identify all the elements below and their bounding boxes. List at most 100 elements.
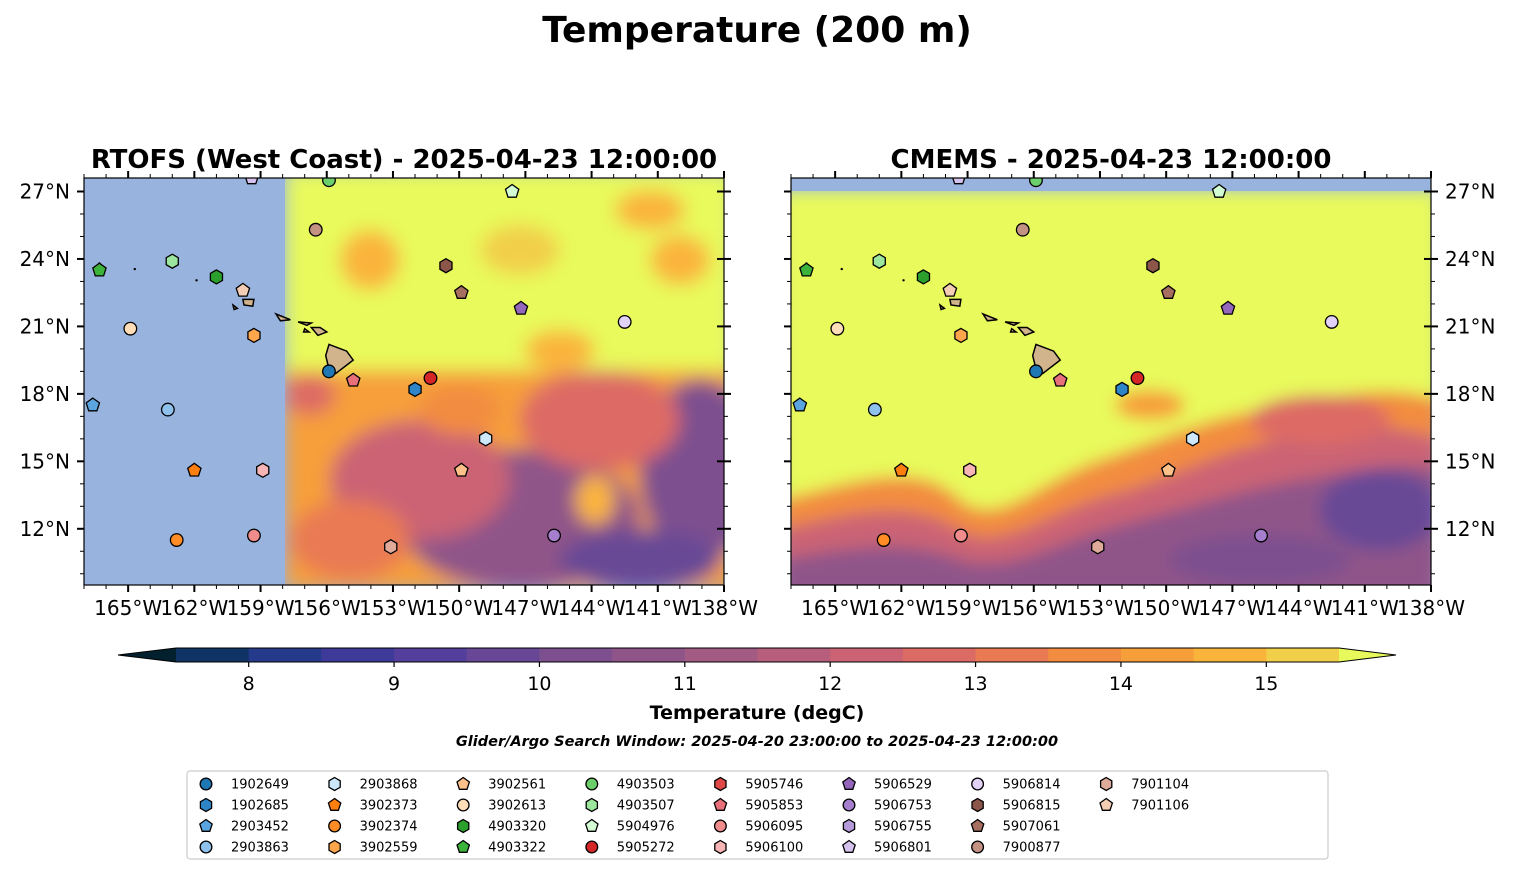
legend-marker-2903863 <box>199 840 213 854</box>
temperature-field-rtofs <box>285 178 724 585</box>
y-tick-label: 15°N <box>1445 449 1495 473</box>
float-marker-5906095 <box>953 528 968 543</box>
legend-label: 5906755 <box>874 820 932 835</box>
x-tick-label: 165°W <box>801 596 869 620</box>
legend-label: 7901104 <box>1131 778 1189 793</box>
legend-label: 5904976 <box>617 820 675 835</box>
legend-marker-5906815 <box>971 797 984 813</box>
float-marker-4903507 <box>165 253 179 269</box>
island-2 <box>297 321 314 327</box>
legend: 1902649 1902685 2903452 2903863 2903868 39023… <box>186 770 1329 860</box>
legend-marker-5906100 <box>714 839 727 855</box>
y-tick-label: 24°N <box>1445 247 1495 271</box>
legend-label: 5906753 <box>874 799 932 814</box>
x-tick-label: 138°W <box>690 596 758 620</box>
float-marker-5906814 <box>617 314 632 329</box>
float-marker-3902373 <box>893 462 909 477</box>
legend-marker-4903507 <box>585 797 599 813</box>
y-axis-cmems: 12°N 15°N 18°N 21°N 24°N 27°N <box>1424 179 1495 575</box>
legend-label: 7901106 <box>1131 799 1189 814</box>
legend-marker-5906801 <box>842 839 856 853</box>
x-tick-label: 141°W <box>624 596 692 620</box>
island-4 <box>274 312 291 322</box>
legend-label: 4903320 <box>488 820 546 835</box>
y-tick-label: 15°N <box>20 449 70 473</box>
float-marker-4903322 <box>92 262 107 277</box>
float-marker-5906815 <box>439 257 453 274</box>
legend-label: 3902613 <box>488 799 546 814</box>
cmems-north-mask <box>791 178 1431 191</box>
float-marker-3902374 <box>169 533 184 547</box>
island-4 <box>981 312 998 322</box>
legend-label: 5906801 <box>874 841 932 856</box>
legend-item: 5906753 <box>842 798 932 814</box>
float-marker-2903868 <box>478 431 493 447</box>
float-marker-5906100 <box>256 462 270 479</box>
islet-2 <box>902 279 905 282</box>
y-tick-label: 27°N <box>20 179 70 203</box>
legend-label: 4903322 <box>488 841 546 856</box>
legend-marker-2903868 <box>328 776 341 792</box>
legend-item: 7901104 <box>1099 776 1189 793</box>
colorbar-band <box>1193 648 1267 662</box>
legend-item: 4903320 <box>456 818 546 835</box>
legend-label: 3902561 <box>488 778 546 793</box>
float-marker-2903868 <box>1185 431 1200 447</box>
float-marker-4903320 <box>916 269 931 285</box>
float-marker-5906801 <box>245 178 259 185</box>
x-tick-label: 144°W <box>558 596 626 620</box>
colorbar-tick-label: 14 <box>1109 673 1133 695</box>
float-marker-7901104 <box>384 539 398 555</box>
colorbar-outline <box>117 647 1397 663</box>
colorbar-band <box>902 648 977 662</box>
colorbar-band <box>539 648 613 662</box>
legend-item: 5906814 <box>971 778 1061 793</box>
float-marker-5905272 <box>1130 371 1145 386</box>
float-marker-4903322 <box>799 262 814 277</box>
colorbar-band <box>757 648 831 662</box>
y-tick-label: 27°N <box>1445 179 1495 203</box>
legend-label: 1902649 <box>231 778 289 793</box>
legend-label: 5907061 <box>1003 820 1061 835</box>
legend-item: 4903322 <box>456 839 546 856</box>
islet-1 <box>133 267 136 271</box>
x-tick-label: 150°W <box>425 596 493 620</box>
float-marker-2903863 <box>867 402 882 417</box>
legend-label: 4903507 <box>617 799 675 814</box>
legend-marker-5906529 <box>842 776 856 790</box>
legend-label: 5906100 <box>745 841 803 856</box>
legend-item: 3902374 <box>328 820 418 835</box>
legend-label: 5906529 <box>874 778 932 793</box>
float-marker-3902373 <box>186 462 202 477</box>
legend-marker-5906753 <box>842 798 856 812</box>
float-marker-5905853 <box>1052 372 1068 387</box>
float-marker-1902685 <box>1115 381 1129 398</box>
legend-item: 5906755 <box>842 818 932 835</box>
legend-marker-5906755 <box>842 818 856 834</box>
island-5 <box>241 298 255 308</box>
legend-marker-5905746 <box>714 776 727 792</box>
legend-marker-5905853 <box>713 797 728 811</box>
colorbar-ticks: 8 9 10 11 12 13 14 15 <box>243 662 1278 695</box>
x-tick-label: 162°W <box>867 596 935 620</box>
colorbar-band <box>394 648 468 662</box>
x-tick-label: 138°W <box>1397 596 1465 620</box>
legend-marker-2903452 <box>199 818 213 832</box>
islet-2 <box>195 279 198 282</box>
colorbar-band <box>176 648 250 662</box>
float-marker-7901106 <box>235 282 251 297</box>
island-3 <box>1009 327 1019 333</box>
legend-frame <box>186 770 1329 860</box>
colorbar-tick-label: 11 <box>673 673 697 695</box>
legend-item: 1902649 <box>199 778 289 793</box>
legend-marker-5904976 <box>584 818 599 832</box>
float-marker-5906100 <box>963 462 977 479</box>
y-axis-rtofs <box>717 190 731 575</box>
colorbar-band <box>1266 648 1340 662</box>
colorbar-band <box>1120 648 1195 662</box>
float-marker-5906095 <box>246 528 261 543</box>
legend-item: 5905853 <box>713 797 803 814</box>
legend-label: 5905272 <box>617 841 675 856</box>
legend-label: 2903863 <box>231 841 289 856</box>
legend-item: 3902561 <box>456 776 546 793</box>
